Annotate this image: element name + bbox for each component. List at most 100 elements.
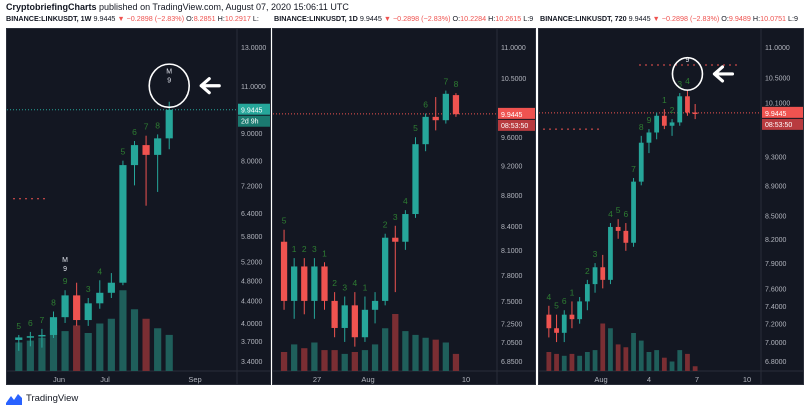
setup-marker-label: M — [62, 257, 68, 264]
volume-bar — [351, 352, 358, 371]
y-tick-label: 5.8000 — [241, 234, 263, 241]
td-sequence-label: 6 — [132, 127, 137, 137]
td-sequence-label: 3 — [312, 244, 317, 254]
y-tick-label: 9.0000 — [241, 131, 263, 138]
ticker-change: ▼ −0.2898 (−2.83%) — [117, 14, 185, 23]
volume-bar — [96, 323, 104, 371]
y-tick-label: 3.7000 — [241, 339, 263, 346]
x-tick-label: 10 — [462, 375, 470, 384]
volume-bar — [26, 340, 34, 371]
ticker-bar: BINANCE:LINKUSDT, 1W 9.9445 ▼ −0.2898 (−… — [0, 14, 807, 26]
td-sequence-label: 8 — [639, 122, 644, 132]
candle-body — [569, 314, 575, 320]
y-tick-label: 7.9000 — [765, 261, 787, 268]
y-tick-label: 13.0000 — [241, 45, 266, 52]
y-tick-label: 10.5000 — [501, 76, 526, 83]
td-sequence-label: 1 — [662, 95, 667, 105]
td-sequence-label: 6 — [28, 318, 33, 328]
volume-bar — [301, 348, 308, 371]
volume-bar — [561, 355, 567, 371]
candle-body — [142, 145, 150, 155]
td-sequence-label: 4 — [403, 196, 408, 206]
highlight-circle — [671, 56, 704, 91]
candle-body — [646, 132, 652, 143]
volume-bar — [638, 340, 644, 371]
volume-bar — [661, 357, 667, 371]
td-sequence-label: 2 — [670, 105, 675, 115]
volume-bar — [685, 353, 690, 371]
volume-bar — [331, 350, 338, 371]
td-sequence-label: 2 — [585, 266, 590, 276]
td-sequence-label: 6 — [623, 209, 628, 219]
candle-body — [301, 266, 308, 301]
candle-body — [38, 334, 46, 337]
volume-bar — [84, 333, 92, 371]
chart-panel-720[interactable]: 11.0000 10.5000 10.1000 9.9445 9.3000 8.9000 8… — [538, 28, 804, 385]
volume-bar — [142, 318, 150, 371]
td-sequence-label: 2 — [302, 244, 307, 254]
y-tick-label: 6.8000 — [765, 359, 787, 366]
td-sequence-label: 3 — [342, 282, 347, 292]
td-sequence-label: 1 — [292, 244, 297, 254]
volume-bar — [392, 314, 399, 371]
td-sequence-label: 3 — [593, 249, 598, 259]
candle-body — [615, 226, 621, 231]
td-sequence-label: 5 — [413, 123, 418, 133]
countdown-label-text: 2d 9h — [241, 119, 259, 126]
td-sequence-label: 7 — [631, 164, 636, 174]
candle-body — [154, 138, 162, 155]
ticker-high-label: H: — [750, 14, 761, 23]
volume-bar — [592, 350, 598, 371]
volume-bar — [382, 328, 389, 371]
author-name[interactable]: CryptobriefingCharts — [6, 2, 97, 12]
ticker-symbol: BINANCE:LINKUSDT, 1D — [274, 14, 358, 23]
chart-canvas: 13.000011.000010.00009.00008.00007.20006… — [7, 29, 270, 384]
candle-body — [73, 295, 81, 321]
td-sequence-label: 6 — [562, 296, 567, 306]
x-tick-label: 10 — [743, 375, 751, 384]
y-tick-label: 7.6000 — [765, 286, 787, 293]
volume-bar — [554, 353, 559, 371]
candle-body — [84, 303, 92, 321]
volume-bar — [646, 352, 652, 371]
td-sequence-label: 5 — [616, 205, 621, 215]
ticker-symbol: BINANCE:LINKUSDT, 1W — [6, 14, 92, 23]
y-tick-label: 9.2000 — [501, 163, 523, 170]
x-tick-label: Aug — [594, 375, 607, 384]
td-sequence-label: 7 — [144, 122, 149, 132]
volume-bar — [584, 352, 590, 371]
td-sequence-label: 5 — [282, 216, 287, 226]
candle-body — [382, 237, 389, 301]
td-sequence-label: 5 — [16, 321, 21, 331]
y-tick-label: 7.0000 — [765, 340, 787, 347]
ticker-info-daily: BINANCE:LINKUSDT, 1D 9.9445 ▼ −0.2898 (−… — [274, 14, 536, 23]
td-sequence-label: 7 — [40, 315, 45, 325]
ticker-low: L:9 — [786, 14, 799, 23]
y-tick-label: 8.5000 — [765, 213, 787, 220]
volume-bar — [130, 309, 139, 371]
footer: TradingView — [0, 388, 807, 412]
price-label-text: 9.9445 — [501, 112, 523, 119]
candle-body — [107, 282, 115, 293]
y-tick-label: 4.0000 — [241, 321, 263, 328]
chart-panel-daily[interactable]: 11.0000 10.5000 9.9445 9.6000 9.2000 8.8000 8.… — [272, 28, 536, 385]
chart-panel-weekly[interactable]: 13.000011.000010.00009.00008.00007.20006… — [6, 28, 271, 385]
ticker-open-label: O: — [184, 14, 194, 23]
candle-body — [631, 181, 636, 243]
setup-marker-label: M — [166, 69, 172, 76]
price-label-box — [762, 106, 803, 118]
x-tick-label: Jun — [53, 375, 65, 384]
td-sequence-label: 8 — [454, 79, 459, 89]
td-sequence-label: 4 — [546, 292, 551, 302]
td-sequence-label: 3 — [677, 79, 682, 89]
candle-body — [165, 109, 173, 139]
td-sequence-label: 1 — [322, 248, 327, 258]
td-sequence-label: 8 — [51, 298, 56, 308]
candle-body — [608, 226, 613, 280]
y-tick-label: 11.0000 — [765, 45, 790, 52]
volume-bar — [615, 344, 621, 371]
y-tick-label: 11.0000 — [241, 84, 266, 91]
x-tick-label: 4 — [647, 375, 651, 384]
y-tick-label: 7.2500 — [501, 321, 523, 328]
publish-line: CryptobriefingCharts published on Tradin… — [6, 2, 349, 12]
